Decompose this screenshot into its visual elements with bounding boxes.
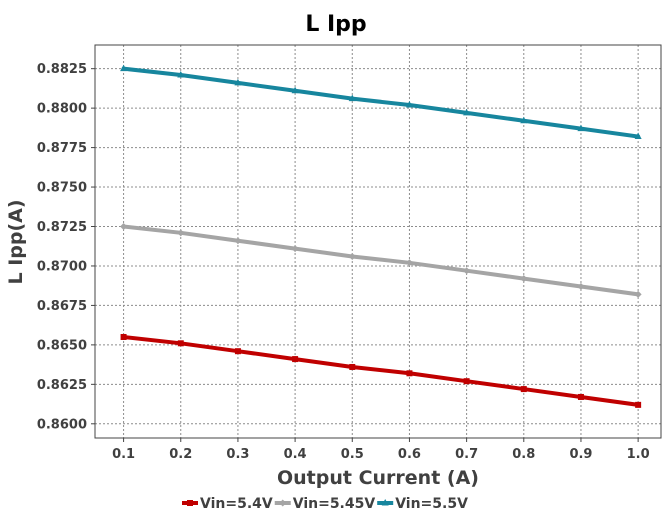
legend: Vin=5.4V Vin=5.45V Vin=5.5V xyxy=(182,496,468,512)
grid xyxy=(95,45,661,438)
x-tick-label: 0.4 xyxy=(284,447,307,462)
y-tick-label: 0.8600 xyxy=(37,417,87,432)
legend-marker xyxy=(187,500,193,506)
x-tick-label: 0.2 xyxy=(169,447,192,462)
legend-label: Vin=5.4V xyxy=(200,496,273,512)
legend-marker xyxy=(279,499,287,507)
chart-title: L Ipp xyxy=(305,12,366,37)
data-point xyxy=(348,252,356,260)
y-tick-label: 0.8825 xyxy=(37,62,87,77)
data-point xyxy=(406,370,413,377)
y-axis-label: L Ipp(A) xyxy=(5,199,27,284)
legend-item: Vin=5.45V xyxy=(274,496,376,512)
x-tick-label: 0.9 xyxy=(569,447,592,462)
data-point xyxy=(120,64,128,72)
x-axis-label: Output Current (A) xyxy=(277,467,479,489)
data-point xyxy=(405,259,413,267)
series-line xyxy=(121,224,641,297)
y-tick-label: 0.8725 xyxy=(37,220,87,235)
data-point xyxy=(635,401,642,408)
legend-item: Vin=5.5V xyxy=(377,496,468,512)
data-point xyxy=(463,108,471,116)
data-point xyxy=(634,132,642,140)
legend-label: Vin=5.45V xyxy=(293,496,376,512)
data-point xyxy=(120,223,128,231)
y-tick-label: 0.8800 xyxy=(37,102,87,117)
y-tick-label: 0.8650 xyxy=(37,338,87,353)
data-point xyxy=(520,275,528,283)
series-1 xyxy=(120,333,642,408)
series-2 xyxy=(120,223,642,298)
data-point xyxy=(234,237,242,245)
data-point xyxy=(291,86,299,94)
data-point xyxy=(234,348,241,355)
series-group xyxy=(120,64,642,408)
y-tick-label: 0.8700 xyxy=(37,259,87,274)
data-point xyxy=(577,393,584,400)
y-tick-label: 0.8625 xyxy=(37,378,87,393)
x-tick-label: 0.3 xyxy=(226,447,249,462)
x-tick-label: 0.5 xyxy=(341,447,364,462)
x-tick-label: 0.7 xyxy=(455,447,478,462)
data-point xyxy=(348,94,356,102)
data-point xyxy=(177,340,184,347)
data-point xyxy=(463,267,471,275)
data-point xyxy=(292,356,299,363)
x-tick-label: 0.8 xyxy=(512,447,535,462)
x-tick-label: 0.1 xyxy=(112,447,135,462)
data-point xyxy=(349,363,356,370)
data-point xyxy=(577,282,585,290)
data-point xyxy=(120,333,127,340)
data-point xyxy=(405,100,413,108)
y-axis-ticks: 0.8600 0.8625 0.8650 0.8675 0.8700 0.8725 0.87… xyxy=(37,62,95,432)
legend-label: Vin=5.5V xyxy=(395,496,468,512)
x-tick-label: 0.6 xyxy=(398,447,421,462)
data-point xyxy=(463,378,470,385)
data-point xyxy=(634,290,642,298)
data-point xyxy=(177,229,185,237)
data-point xyxy=(577,124,585,132)
data-point xyxy=(520,116,528,124)
y-tick-label: 0.8775 xyxy=(37,141,87,156)
x-axis-ticks: 0.1 0.2 0.3 0.4 0.5 0.6 0.7 0.8 0.9 1.0 xyxy=(112,438,650,462)
data-point xyxy=(177,70,185,78)
y-tick-label: 0.8750 xyxy=(37,181,87,196)
plot-area xyxy=(94,44,662,439)
legend-marker xyxy=(381,499,389,506)
series-line xyxy=(121,334,641,407)
series-3 xyxy=(120,64,642,140)
y-tick-label: 0.8675 xyxy=(37,299,87,314)
data-point xyxy=(520,386,527,393)
x-tick-label: 1.0 xyxy=(627,447,650,462)
data-point xyxy=(291,245,299,253)
series-line xyxy=(121,66,641,139)
legend-item: Vin=5.4V xyxy=(182,496,273,512)
data-point xyxy=(234,78,242,86)
